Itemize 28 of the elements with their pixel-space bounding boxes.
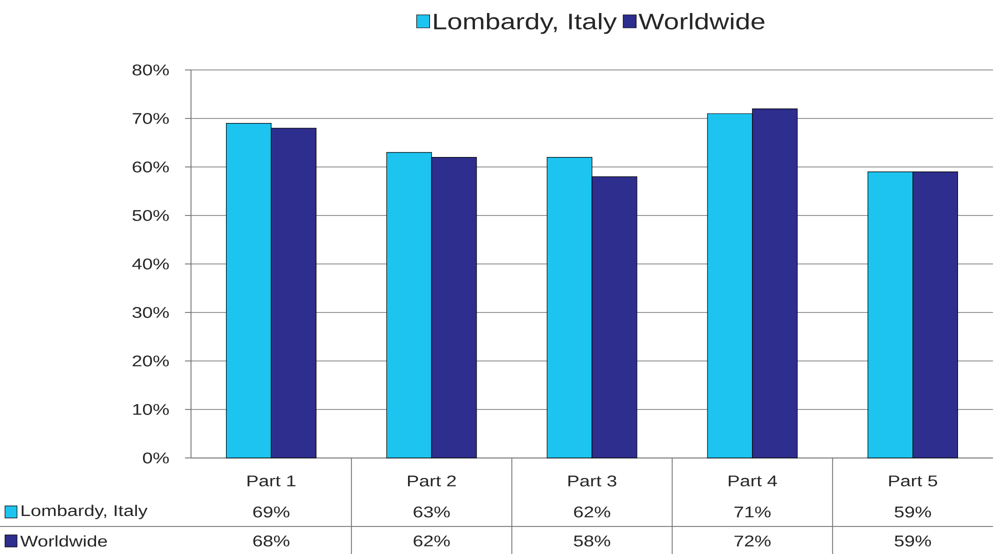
data-label: 63% bbox=[414, 506, 450, 518]
legend-label: Lombardy, Italy bbox=[434, 13, 617, 34]
y-tick-label: 60% bbox=[132, 162, 169, 172]
y-tick-label: 10% bbox=[133, 404, 169, 415]
data-label: 59% bbox=[894, 506, 931, 518]
y-tick-label: 0% bbox=[142, 452, 169, 464]
y-tick-label: 80% bbox=[132, 64, 169, 76]
x-tick-label: Part 4 bbox=[728, 476, 777, 486]
data-label: 62% bbox=[574, 506, 610, 518]
x-tick-label: Part 3 bbox=[568, 476, 616, 486]
y-tick-label: 40% bbox=[132, 258, 169, 270]
data-label: 69% bbox=[253, 506, 290, 518]
y-tick-label: 20% bbox=[132, 356, 169, 366]
legend-label: Worldwide bbox=[638, 13, 764, 30]
data-label: 58% bbox=[574, 536, 610, 546]
x-tick-label: Part 2 bbox=[408, 476, 456, 486]
data-label: 62% bbox=[414, 536, 450, 546]
x-tick-label: Part 1 bbox=[248, 476, 296, 486]
data-label: 71% bbox=[734, 506, 771, 518]
text: Worldwide bbox=[20, 535, 107, 547]
data-label: 59% bbox=[894, 536, 931, 546]
y-tick-label: 70% bbox=[132, 113, 169, 124]
x-tick-label: Part 5 bbox=[889, 476, 938, 486]
data-label: 68% bbox=[253, 536, 290, 546]
y-tick-label: 30% bbox=[132, 307, 169, 318]
data-label: 72% bbox=[734, 536, 771, 546]
text: Lombardy, Italy bbox=[22, 504, 148, 520]
y-tick-label: 50% bbox=[132, 210, 169, 221]
